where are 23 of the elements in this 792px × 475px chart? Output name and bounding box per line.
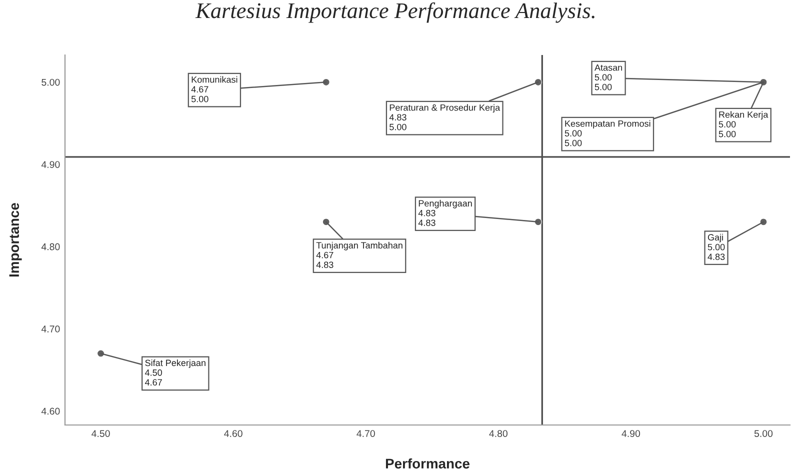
y-tick-label: 4.60 (41, 408, 60, 415)
y-tick-label: 4.70 (41, 326, 60, 332)
x-axis-title: Performance (386, 458, 470, 469)
y-tick-label: 5.00 (42, 78, 60, 86)
annotation: Tunjangan Tambahan 4.67 4.83 (316, 242, 402, 268)
x-tick-label: 4.60 (224, 430, 242, 437)
x-tick-label: 5.00 (754, 430, 773, 437)
annotation: Peraturan & Prosedur Kerja 4.83 5.00 (389, 104, 500, 130)
x-tick-label: 4.50 (92, 430, 110, 437)
x-tick-label: 4.70 (356, 430, 375, 437)
x-tick-label: 4.90 (622, 430, 640, 437)
chart-title: Kartesius Importance Performance Analysis. (195, 2, 594, 23)
y-tick-label: 4.80 (41, 243, 60, 250)
annotation: Gaji 5.00 4.83 (708, 234, 725, 260)
annotation: Penghargaan 4.83 4.83 (418, 200, 472, 226)
annotation: Komunikasi 4.67 5.00 (191, 76, 238, 102)
y-tick-label: 4.90 (41, 161, 60, 168)
annotation: Rekan Kerja 5.00 5.00 (718, 111, 768, 138)
annotation: Kesempatan Promosi 5.00 5.00 (564, 120, 650, 146)
x-tick-label: 4.80 (489, 430, 508, 437)
annotation: Sifat Pekerjaan 4.50 4.67 (144, 359, 206, 386)
y-axis-title: Importance (9, 203, 22, 276)
annotation: Atasan 5.00 5.00 (594, 64, 622, 90)
